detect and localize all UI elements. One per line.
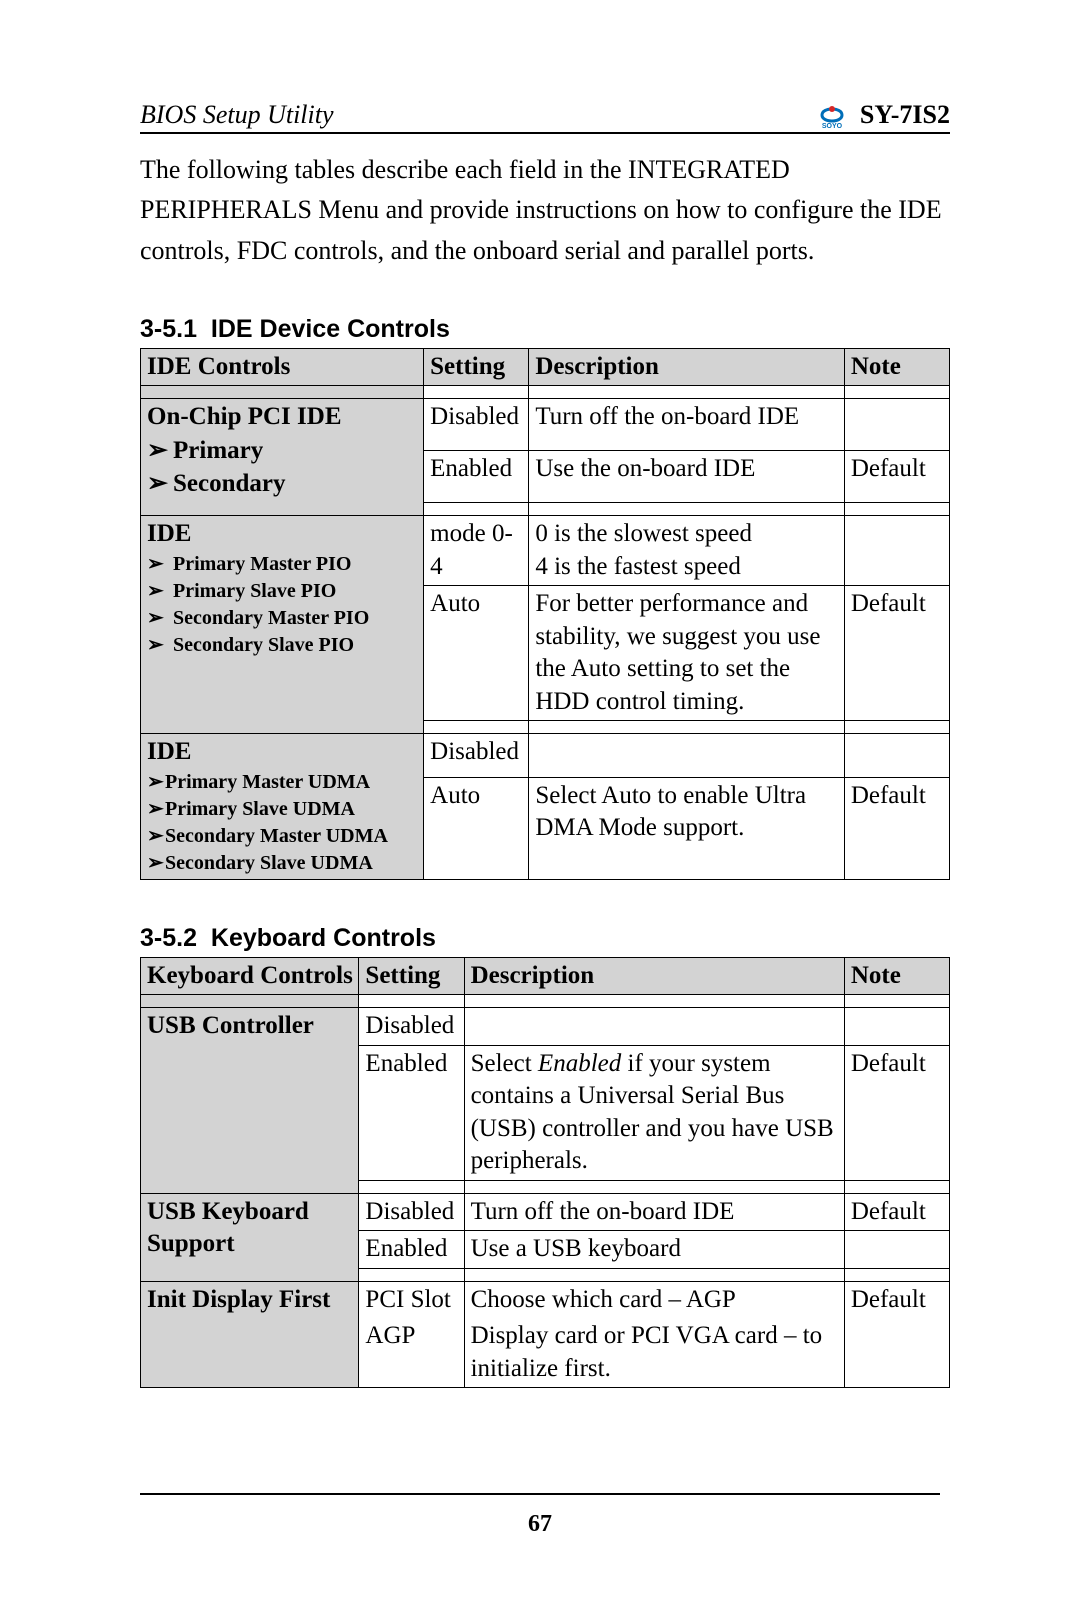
page-number: 67 [528,1511,552,1537]
page-footer: 67 [0,1493,1080,1538]
section-2-title: 3-5.2 Keyboard Controls [140,924,950,953]
ide-controls-table: IDE Controls Setting Description Note On… [140,348,950,880]
setting-cell: Enabled [359,1231,464,1269]
note-cell: Default [844,451,949,503]
desc-cell: Select Auto to enable Ultra DMA Mode sup… [529,777,845,879]
control-label: IDE ➢Primary Master PIO ➢Primary Slave P… [141,516,424,721]
intro-paragraph: The following tables describe each field… [140,150,950,271]
table-header: Setting [359,957,464,995]
table-header: Setting [424,348,529,386]
setting-cell: Disabled [359,1193,464,1231]
keyboard-controls-table: Keyboard Controls Setting Description No… [140,957,950,1389]
desc-cell: Turn off the on-board IDE [464,1193,844,1231]
table-header: Description [464,957,844,995]
desc-cell [464,1008,844,1046]
control-label: USB Keyboard Support [141,1193,359,1268]
setting-cell: Auto [424,777,529,879]
note-cell [844,399,949,451]
page-header: BIOS Setup Utility SOYO SY-7IS2 [140,100,950,134]
desc-cell: Turn off the on-board IDE [529,399,845,451]
note-cell: Default [844,1193,949,1231]
control-label: On-Chip PCI IDE ➢Primary ➢Secondary [141,399,424,503]
setting-cell: mode 0-4 [424,516,529,586]
desc-cell: 0 is the slowest speed 4 is the fastest … [529,516,845,586]
desc-cell: Use a USB keyboard [464,1231,844,1269]
table-header: Note [844,348,949,386]
table-header: Note [844,957,949,995]
note-cell: Default [844,1281,949,1318]
header-model: SY-7IS2 [860,100,950,130]
note-cell [844,1008,949,1046]
setting-cell: Disabled [424,399,529,451]
setting-cell: AGP [359,1318,464,1388]
desc-cell: Display card or PCI VGA card – to initia… [464,1318,844,1388]
note-cell [844,734,949,777]
desc-cell: Select Enabled if your system contains a… [464,1045,844,1180]
svg-text:SOYO: SOYO [822,123,843,129]
note-cell: Default [844,777,949,879]
setting-cell: Enabled [359,1045,464,1180]
table-header: Keyboard Controls [141,957,359,995]
note-cell [844,516,949,586]
header-title: BIOS Setup Utility [140,100,334,130]
table-header: IDE Controls [141,348,424,386]
control-label: IDE ➢Primary Master UDMA ➢Primary Slave … [141,734,424,880]
note-cell [844,1318,949,1388]
section-1-title: 3-5.1 IDE Device Controls [140,315,950,344]
setting-cell: Disabled [424,734,529,777]
desc-cell: Use the on-board IDE [529,451,845,503]
setting-cell: Disabled [359,1008,464,1046]
note-cell: Default [844,1045,949,1180]
table-header: Description [529,348,845,386]
note-cell [844,1231,949,1269]
setting-cell: Auto [424,586,529,721]
note-cell: Default [844,586,949,721]
control-label: Init Display First [141,1281,359,1388]
setting-cell: PCI Slot [359,1281,464,1318]
setting-cell: Enabled [424,451,529,503]
desc-cell [529,734,845,777]
control-label: USB Controller [141,1008,359,1181]
desc-cell: For better performance and stability, we… [529,586,845,721]
soyo-logo-icon: SOYO [814,101,850,129]
desc-cell: Choose which card – AGP [464,1281,844,1318]
